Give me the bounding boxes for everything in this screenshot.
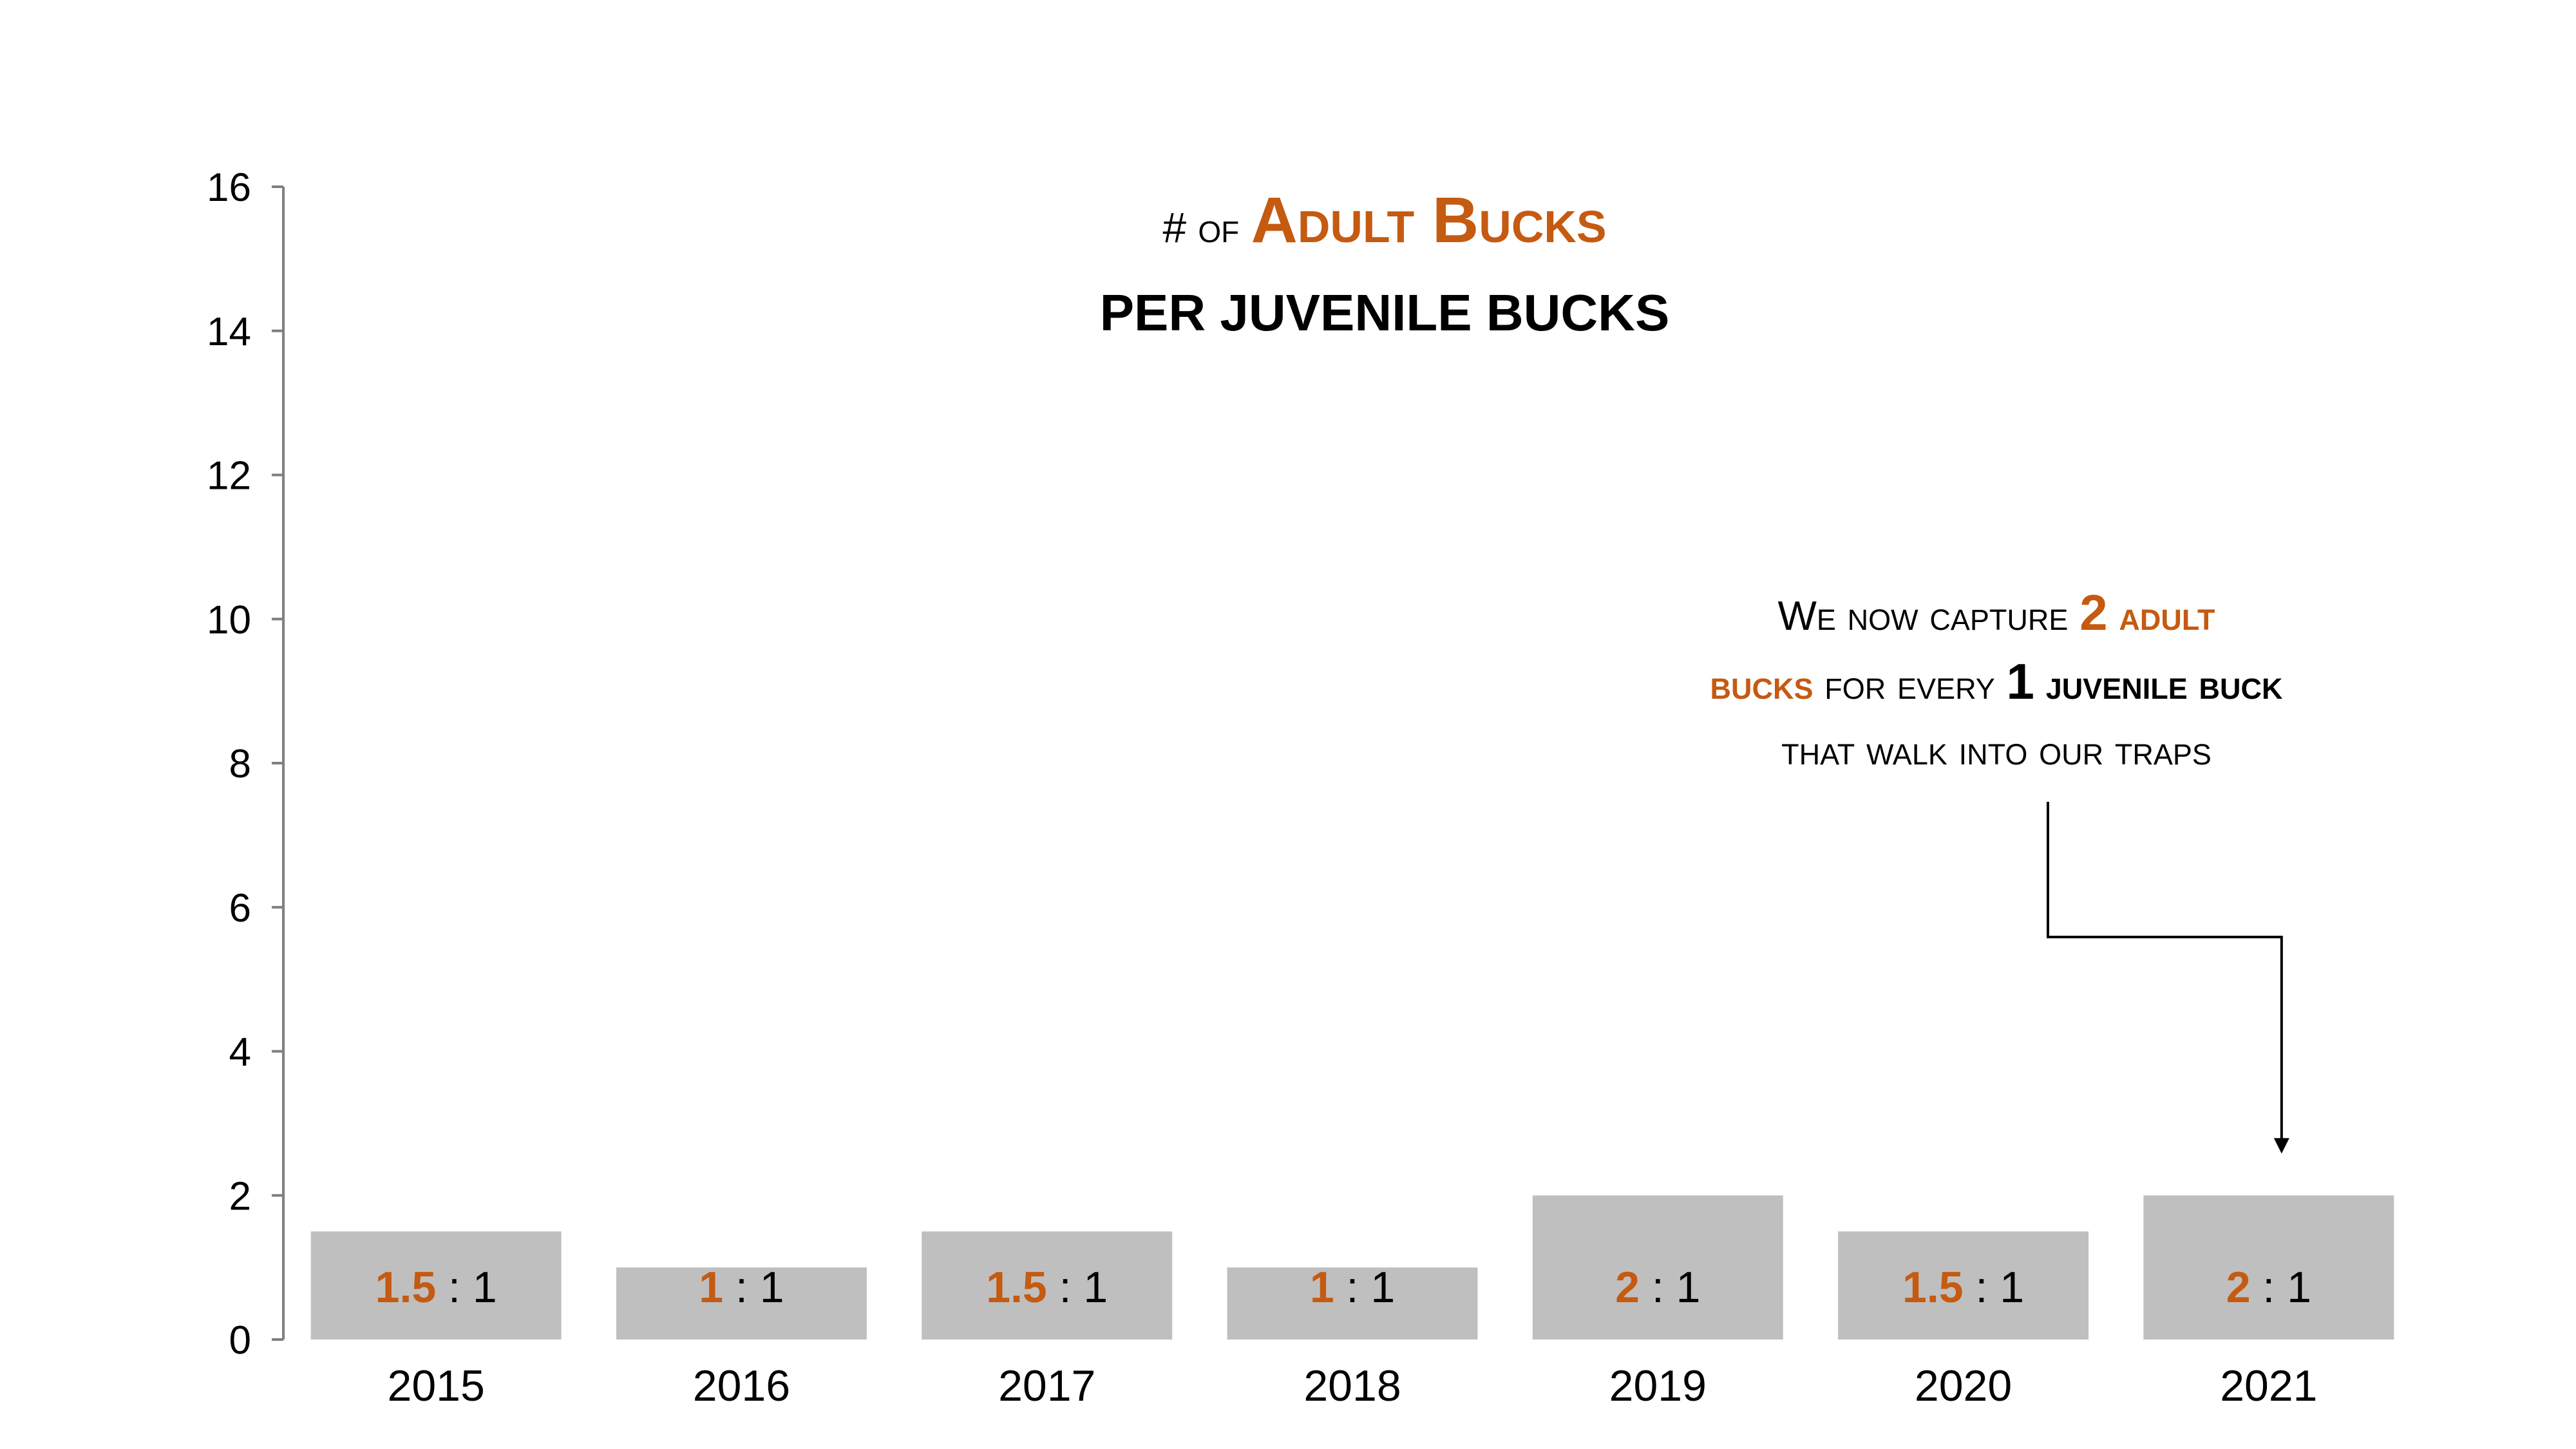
- y-tick-label: 4: [229, 1030, 251, 1075]
- y-axis: 0 2 4 6 8 10 12 14 16: [207, 166, 285, 1363]
- bar-label-ratio: 1.5: [986, 1263, 1047, 1312]
- bar-label-ratio: 1.5: [1902, 1263, 1964, 1312]
- annotation-text: We now capture 2 adult bucks for every 1…: [1597, 580, 2396, 783]
- bar-data-label: 2 : 1: [2226, 1263, 2311, 1312]
- bar: [922, 1231, 1173, 1340]
- bar: [616, 1267, 867, 1340]
- annotation-adult-word: adult: [2119, 592, 2215, 639]
- bar-data-label: 1.5 : 1: [1902, 1263, 2024, 1312]
- x-tick-label: 2016: [693, 1361, 790, 1410]
- x-tick-label: 2015: [388, 1361, 485, 1410]
- annotation-line-2: bucks for every 1 juvenile buck: [1597, 649, 2396, 717]
- title-highlight: Adult Bucks: [1251, 184, 1607, 256]
- bar-label-rest: : 1: [1640, 1263, 1701, 1312]
- y-tick-label: 8: [229, 742, 251, 786]
- y-tick-label: 10: [207, 598, 251, 642]
- x-tick-label: 2019: [1609, 1361, 1707, 1410]
- annotation-part1: We now capture: [1777, 592, 2069, 639]
- x-tick-label: 2020: [1915, 1361, 2012, 1410]
- chart-subtitle: PER JUVENILE BUCKS: [1099, 284, 1670, 341]
- bar-label-ratio: 2: [1615, 1263, 1640, 1312]
- bar-label-rest: : 1: [1334, 1263, 1396, 1312]
- title-prefix: # of: [1162, 204, 1240, 251]
- x-tick-label: 2021: [2220, 1361, 2317, 1410]
- x-axis-labels: 2015 2016 2017 2018 2019 2020 2021: [388, 1361, 2318, 1410]
- bar-data-label: 1.5 : 1: [375, 1263, 497, 1312]
- bars-group: [310, 1195, 2394, 1340]
- bar-label-rest: : 1: [1964, 1263, 2025, 1312]
- bar-label-rest: : 1: [2251, 1263, 2312, 1312]
- annotation-juvenile-phrase: juvenile buck: [2045, 661, 2283, 708]
- bar: [1838, 1231, 2089, 1340]
- bar-data-label: 1.5 : 1: [986, 1263, 1108, 1312]
- bar-label-ratio: 1: [1310, 1263, 1334, 1312]
- bar-label-ratio: 1.5: [375, 1263, 437, 1312]
- y-tick-label: 6: [229, 886, 251, 931]
- bar-data-label: 2 : 1: [1615, 1263, 1700, 1312]
- bar-label-rest: : 1: [436, 1263, 497, 1312]
- annotation-line-1: We now capture 2 adult: [1597, 580, 2396, 649]
- bar: [2143, 1195, 2394, 1340]
- bar: [310, 1231, 562, 1340]
- callout-arrowhead: [2273, 1138, 2289, 1154]
- annotation-num-juvenile: 1: [2006, 653, 2034, 710]
- bar-label-ratio: 1: [699, 1263, 723, 1312]
- y-tick-label: 12: [207, 454, 251, 498]
- y-tick-label: 14: [207, 310, 251, 354]
- annotation-bucks-word: bucks: [1710, 661, 1814, 708]
- x-tick-label: 2017: [998, 1361, 1095, 1410]
- bar-label-rest: : 1: [723, 1263, 784, 1312]
- annotation-part3: that walk into our traps: [1781, 727, 2211, 773]
- annotation-num-adult: 2: [2079, 584, 2108, 641]
- y-tick-label: 16: [207, 166, 251, 210]
- bar-data-label: 1 : 1: [699, 1263, 784, 1312]
- bar: [1532, 1195, 1783, 1340]
- annotation-line-3: that walk into our traps: [1597, 717, 2396, 783]
- bar-label-ratio: 2: [2226, 1263, 2251, 1312]
- bar: [1227, 1267, 1478, 1340]
- annotation-part2: for every: [1824, 661, 1995, 708]
- bar-label-rest: : 1: [1047, 1263, 1108, 1312]
- y-tick-label: 2: [229, 1174, 251, 1218]
- y-tick-label: 0: [229, 1318, 251, 1363]
- x-tick-label: 2018: [1303, 1361, 1401, 1410]
- bar-data-label: 1 : 1: [1310, 1263, 1395, 1312]
- callout-connector-line: [2047, 802, 2283, 1140]
- callout-arrow: [2047, 802, 2289, 1154]
- chart-title: # of Adult Bucks: [1063, 184, 1707, 258]
